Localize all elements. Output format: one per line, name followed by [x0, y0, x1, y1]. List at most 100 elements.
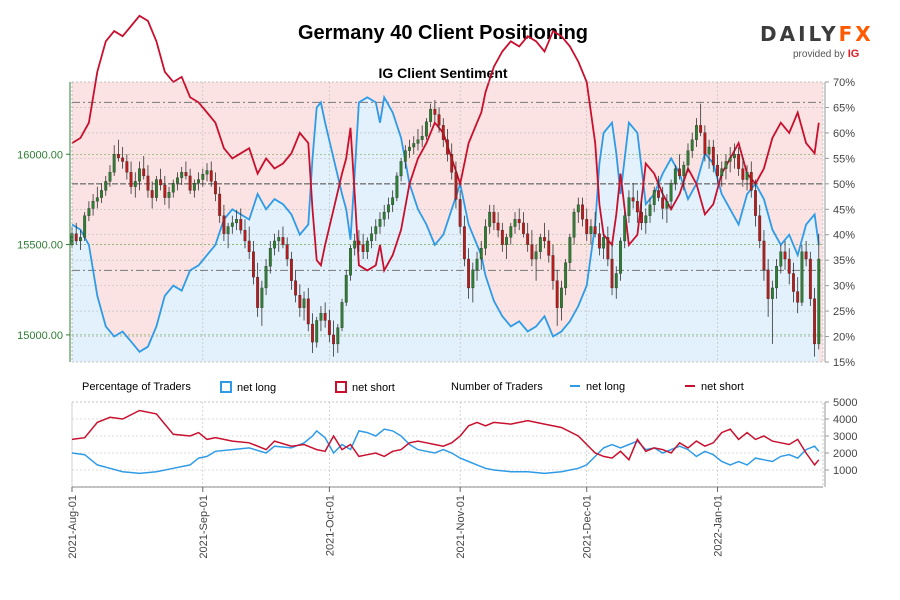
candle-up: [167, 192, 171, 198]
candle-up: [817, 258, 821, 345]
candle-up: [277, 237, 281, 242]
candle-down: [311, 323, 314, 343]
candle-up: [669, 183, 673, 202]
candle-up: [619, 240, 622, 274]
candle-up: [197, 179, 200, 184]
candle-up: [673, 168, 677, 184]
count-tick-label: 1000: [833, 465, 857, 477]
candle-down: [281, 237, 285, 245]
candle-up: [513, 219, 517, 227]
legend-pct-short-label: net short: [352, 382, 395, 394]
percent-tick-label: 20%: [833, 332, 855, 344]
candle-down: [214, 181, 217, 195]
candle-up: [387, 204, 390, 213]
percent-tick-label: 35%: [833, 255, 855, 267]
candle-down: [783, 251, 787, 260]
candle-down: [500, 229, 504, 245]
candle-down: [239, 219, 243, 231]
candle-down: [547, 240, 551, 256]
candle-down: [711, 146, 715, 166]
candle-up: [201, 173, 205, 180]
candle-down: [716, 164, 719, 177]
candle-up: [560, 287, 563, 308]
candle-down: [804, 251, 808, 260]
candle-up: [171, 183, 175, 193]
candle-down: [116, 154, 120, 159]
candle-up: [91, 201, 95, 209]
candle-up: [408, 146, 411, 151]
candle-down: [243, 229, 247, 242]
date-tick-label: 2021-Dec-01: [582, 495, 594, 559]
candle-down: [585, 219, 589, 234]
provided-by-label: provided by IG: [793, 48, 860, 60]
chart-title: Germany 40 Client Positioning: [297, 22, 589, 44]
candle-up: [370, 233, 373, 242]
candle-down: [796, 291, 800, 303]
count-tick-label: 4000: [833, 414, 857, 426]
candle-up: [602, 237, 606, 249]
candle-up: [509, 226, 513, 238]
percent-tick-label: 60%: [833, 128, 855, 140]
date-tick-label: 2021-Aug-01: [67, 495, 79, 559]
candle-up: [260, 287, 264, 308]
candle-down: [741, 168, 745, 180]
candle-up: [315, 320, 319, 343]
candle-up: [682, 164, 686, 177]
candle-down: [450, 154, 454, 173]
legend-num-long: net long: [570, 381, 625, 393]
percent-tick-label: 50%: [833, 179, 855, 191]
candle-down: [142, 168, 146, 177]
candle-down: [458, 199, 462, 227]
candle-down: [129, 172, 133, 187]
count-tick-label: 2000: [833, 448, 857, 460]
candle-down: [631, 197, 635, 202]
legend-pct-heading: Percentage of Traders: [82, 381, 191, 393]
candle-up: [695, 125, 698, 140]
chart-subtitle: IG Client Sentiment: [378, 65, 508, 81]
candle-up: [475, 258, 479, 271]
percent-tick-label: 40%: [833, 230, 855, 242]
candle-down: [754, 190, 757, 216]
candle-down: [703, 132, 707, 155]
candle-down: [298, 295, 302, 308]
candle-up: [538, 237, 542, 252]
ig-logo: IG: [847, 48, 860, 60]
count-tick-label: 3000: [833, 431, 857, 443]
candle-down: [597, 233, 601, 249]
candle-down: [792, 273, 795, 292]
candle-up: [264, 266, 268, 289]
candle-down: [543, 237, 546, 242]
candle-up: [378, 219, 382, 227]
candle-up: [800, 251, 804, 303]
candle-up: [83, 215, 87, 238]
candle-up: [319, 313, 323, 321]
candle-up: [690, 139, 694, 151]
candle-down: [433, 108, 437, 115]
candle-down: [184, 172, 188, 177]
candle-up: [273, 240, 276, 249]
candle-up: [382, 211, 386, 220]
candle-up: [154, 179, 158, 198]
candle-up: [226, 226, 230, 234]
candle-down: [593, 226, 597, 234]
percent-tick-label: 45%: [833, 204, 855, 216]
legend-short-swatch: [335, 381, 347, 393]
candle-down: [218, 193, 222, 216]
legend-num-short-swatch: [685, 385, 695, 387]
candle-down: [517, 219, 521, 224]
candle-up: [732, 154, 736, 159]
candle-up: [652, 190, 656, 205]
candle-up: [95, 197, 99, 202]
candle-down: [758, 215, 762, 242]
candle-up: [180, 172, 184, 178]
candle-up: [614, 273, 618, 289]
dailyfx-logo: DAILYFX provided by IG: [760, 22, 871, 60]
legend-pct-long-label: net long: [237, 382, 277, 394]
legend-num-long-label: net long: [586, 381, 626, 393]
candle-up: [623, 215, 627, 242]
candle-down: [678, 168, 681, 177]
candle-down: [289, 258, 293, 281]
candle-down: [285, 244, 289, 260]
candle-down: [762, 240, 766, 271]
candle-up: [627, 197, 631, 216]
